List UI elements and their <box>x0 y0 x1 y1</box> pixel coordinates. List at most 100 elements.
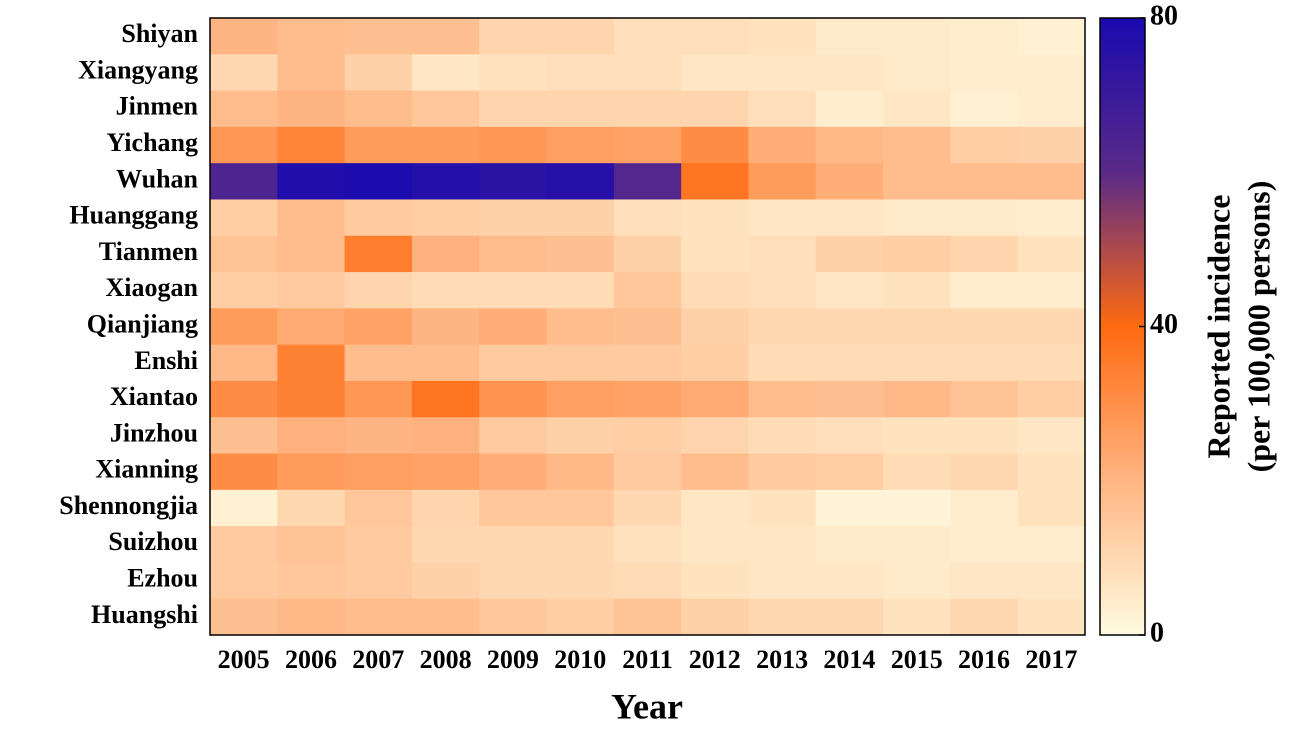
heatmap-cell <box>1017 54 1086 92</box>
heatmap-cell <box>479 54 548 92</box>
heatmap-cell <box>479 598 548 636</box>
heatmap-cell <box>546 562 615 600</box>
heatmap-cell <box>1017 562 1086 600</box>
heatmap-cell <box>613 90 682 128</box>
heatmap-cell <box>883 199 951 237</box>
heatmap-cell <box>479 489 548 527</box>
heatmap-cell <box>479 163 548 200</box>
heatmap-cell <box>883 526 951 563</box>
heatmap-cell <box>277 308 346 346</box>
heatmap-cell <box>681 562 749 600</box>
heatmap-cell <box>950 344 1019 382</box>
colorbar <box>1099 17 1146 636</box>
heatmap-cell <box>613 163 682 200</box>
heatmap-cell <box>210 598 278 636</box>
heatmap-cell <box>1017 18 1086 55</box>
heatmap-cell <box>479 199 548 237</box>
y-tick-label: Xiantao <box>110 382 198 411</box>
heatmap-cell <box>883 489 951 527</box>
heatmap-cell <box>411 417 480 455</box>
heatmap-cell <box>815 272 884 309</box>
heatmap-cell <box>411 163 480 200</box>
heatmap-cell <box>613 489 682 527</box>
y-tick-label: Enshi <box>134 346 198 375</box>
heatmap-cell <box>748 308 817 346</box>
heatmap-cell <box>748 417 817 455</box>
heatmap-cell <box>748 90 817 128</box>
heatmap-cell <box>411 598 480 636</box>
heatmap-cell <box>748 489 817 527</box>
heatmap-cell <box>344 90 413 128</box>
heatmap-cell <box>411 18 480 55</box>
heatmap-cell <box>1017 453 1086 491</box>
heatmap-cell <box>950 235 1019 273</box>
heatmap-cell <box>1017 344 1086 382</box>
y-tick-label: Qianjiang <box>87 309 198 338</box>
heatmap-cell <box>681 489 749 527</box>
heatmap-cell <box>344 380 413 418</box>
y-tick-label: Tianmen <box>99 237 199 266</box>
heatmap-cell <box>681 90 749 128</box>
heatmap-cell <box>411 344 480 382</box>
heatmap-cell <box>411 272 480 309</box>
heatmap-cell <box>950 54 1019 92</box>
y-tick-label: Wuhan <box>116 164 198 193</box>
heatmap-cell <box>815 199 884 237</box>
heatmap-cell <box>546 126 615 164</box>
heatmap-cell <box>681 272 749 309</box>
heatmap-cell <box>344 417 413 455</box>
heatmap-cell <box>277 562 346 600</box>
heatmap-cell <box>950 489 1019 527</box>
heatmap-cell <box>613 235 682 273</box>
heatmap-cell <box>883 344 951 382</box>
heatmap-cell <box>815 126 884 164</box>
x-tick-label: 2007 <box>352 645 404 674</box>
heatmap-cell <box>681 199 749 237</box>
heatmap-cell <box>681 235 749 273</box>
colorbar-tick-label: 0 <box>1150 617 1164 648</box>
heatmap-cell <box>613 380 682 418</box>
heatmap-cell <box>1017 199 1086 237</box>
heatmap-cell <box>950 126 1019 164</box>
heatmap-cell <box>815 598 884 636</box>
heatmap-cell <box>681 126 749 164</box>
heatmap-cell <box>479 562 548 600</box>
heatmap-cell <box>546 344 615 382</box>
heatmap-cell <box>210 199 278 237</box>
heatmap-cell <box>950 598 1019 636</box>
heatmap-cell <box>546 235 615 273</box>
heatmap-cell <box>210 489 278 527</box>
y-tick-label: Shiyan <box>121 19 198 48</box>
heatmap-cell <box>815 54 884 92</box>
heatmap-cell <box>277 380 346 418</box>
heatmap-cell <box>479 18 548 55</box>
heatmap-cell <box>479 380 548 418</box>
heatmap-cell <box>210 54 278 92</box>
heatmap-cell <box>546 453 615 491</box>
heatmap-cell <box>344 453 413 491</box>
x-tick-label: 2016 <box>958 645 1010 674</box>
heatmap-cell <box>277 90 346 128</box>
heatmap-cell <box>277 18 346 55</box>
heatmap-cell <box>613 199 682 237</box>
heatmap-cell <box>681 453 749 491</box>
heatmap-cell <box>1017 380 1086 418</box>
heatmap-cell <box>277 54 346 92</box>
heatmap-cell <box>883 126 951 164</box>
heatmap-cell <box>411 235 480 273</box>
heatmap-cell <box>748 526 817 563</box>
heatmap-cell <box>815 344 884 382</box>
heatmap-cell <box>883 598 951 636</box>
x-tick-label: 2011 <box>622 645 673 674</box>
heatmap-cell <box>613 126 682 164</box>
heatmap-cell <box>1017 417 1086 455</box>
heatmap-cell <box>344 562 413 600</box>
heatmap-cell <box>883 453 951 491</box>
heatmap-cell <box>277 199 346 237</box>
heatmap-cell <box>546 54 615 92</box>
y-tick-label: Huanggang <box>69 201 198 230</box>
heatmap-cell <box>950 272 1019 309</box>
heatmap-cell <box>411 308 480 346</box>
heatmap-cell <box>546 380 615 418</box>
heatmap-cell <box>815 417 884 455</box>
